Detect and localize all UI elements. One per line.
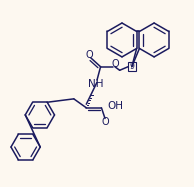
Text: NH: NH <box>88 79 104 89</box>
Text: O: O <box>86 50 93 60</box>
FancyBboxPatch shape <box>127 62 136 71</box>
Text: 9: 9 <box>129 62 134 71</box>
Text: O: O <box>102 117 109 127</box>
Text: OH: OH <box>108 101 124 111</box>
Text: O: O <box>111 59 119 68</box>
